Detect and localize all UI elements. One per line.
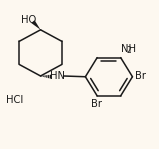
- Text: 2: 2: [126, 46, 131, 55]
- Text: Br: Br: [91, 100, 102, 110]
- Text: Br: Br: [135, 71, 146, 82]
- Text: HO: HO: [21, 15, 37, 25]
- Text: HN: HN: [50, 71, 65, 81]
- Polygon shape: [31, 20, 41, 30]
- Text: HCl: HCl: [6, 95, 23, 105]
- Text: NH: NH: [121, 44, 136, 54]
